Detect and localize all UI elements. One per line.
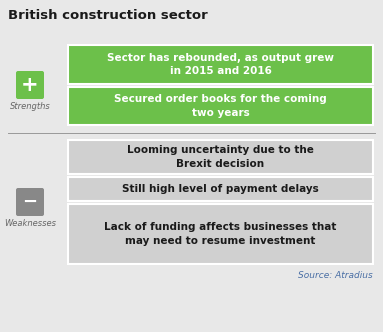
Text: Strengths: Strengths [10, 102, 51, 111]
Text: Lack of funding affects businesses that
may need to resume investment: Lack of funding affects businesses that … [104, 222, 337, 246]
Text: Sector has rebounded, as output grew
in 2015 and 2016: Sector has rebounded, as output grew in … [107, 53, 334, 76]
FancyBboxPatch shape [68, 45, 373, 84]
FancyBboxPatch shape [68, 87, 373, 125]
Text: Looming uncertainty due to the
Brexit decision: Looming uncertainty due to the Brexit de… [127, 145, 314, 169]
FancyBboxPatch shape [68, 204, 373, 264]
FancyBboxPatch shape [16, 71, 44, 99]
Text: +: + [21, 75, 39, 95]
Text: −: − [23, 193, 38, 211]
Text: British construction sector: British construction sector [8, 9, 208, 22]
FancyBboxPatch shape [68, 140, 373, 174]
FancyBboxPatch shape [68, 177, 373, 201]
Text: Weaknesses: Weaknesses [4, 219, 56, 228]
Text: Secured order books for the coming
two years: Secured order books for the coming two y… [114, 94, 327, 118]
FancyBboxPatch shape [16, 188, 44, 216]
Text: Still high level of payment delays: Still high level of payment delays [122, 184, 319, 194]
Text: Source: Atradius: Source: Atradius [298, 271, 373, 280]
